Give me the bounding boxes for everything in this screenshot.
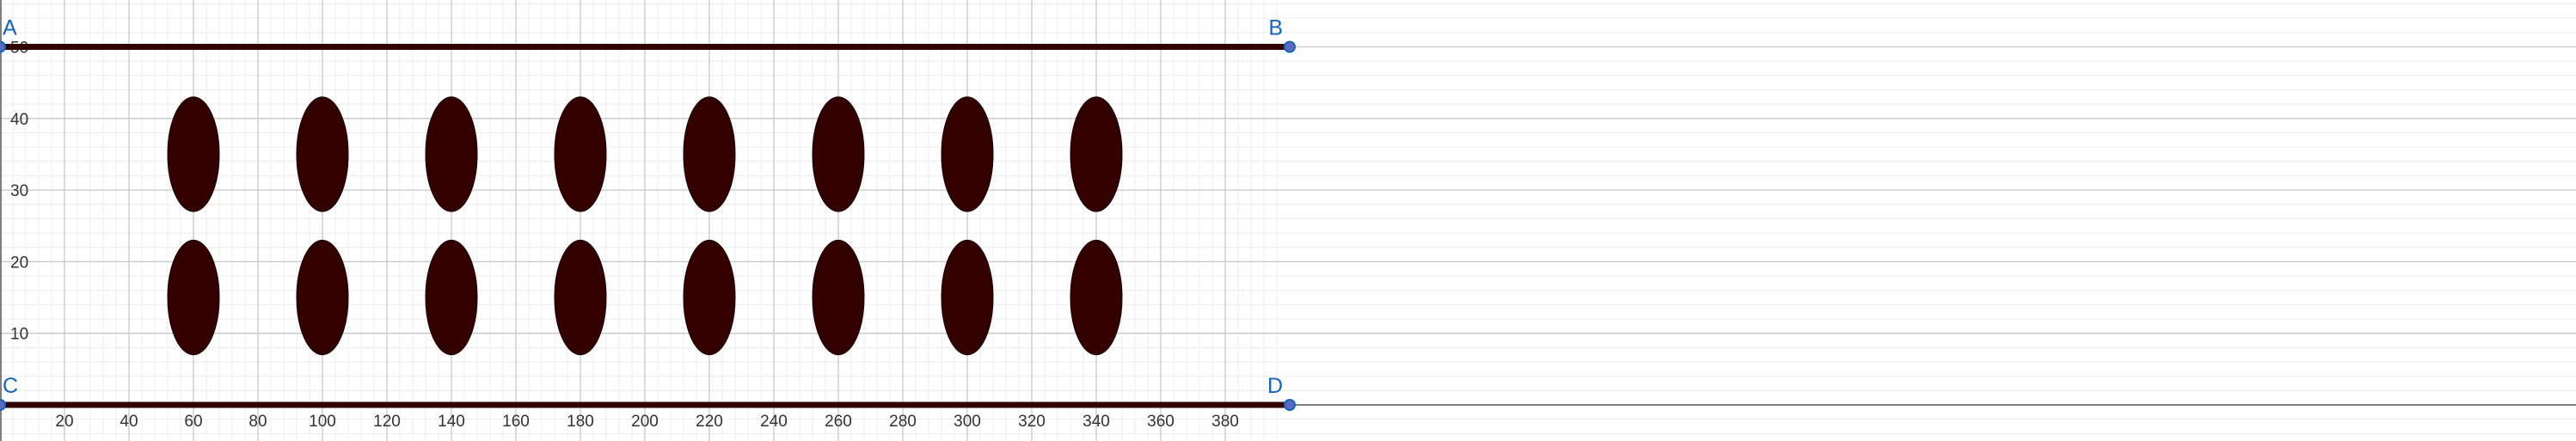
x-tick-label: 180 — [567, 413, 594, 431]
y-tick-label: 30 — [10, 182, 28, 200]
point-d[interactable] — [1284, 399, 1296, 411]
x-tick-label: 80 — [248, 413, 267, 431]
ellipse-shape — [812, 96, 865, 212]
point-label-b: B — [1268, 16, 1283, 40]
x-tick-label: 140 — [438, 413, 465, 431]
point-b[interactable] — [1284, 40, 1296, 53]
x-tick-label: 260 — [825, 413, 852, 431]
y-tick-label: 10 — [10, 326, 28, 344]
segments — [0, 44, 1290, 408]
ellipse-shape — [941, 96, 994, 212]
x-tick-label: 340 — [1083, 413, 1110, 431]
point-labels: A B C D — [3, 16, 1283, 399]
ellipse-shape — [812, 239, 865, 356]
point-label-c: C — [3, 374, 18, 398]
x-tick-label: 100 — [309, 413, 336, 431]
ellipse-shape — [1070, 96, 1123, 212]
x-tick-label: 240 — [760, 413, 788, 431]
ellipse-shape — [425, 96, 478, 212]
y-tick-label: 20 — [10, 254, 28, 272]
x-tick-label: 60 — [184, 413, 202, 431]
x-tick-label: 120 — [373, 413, 401, 431]
ellipse-shape — [167, 239, 220, 356]
points — [0, 40, 1296, 411]
x-tick-label: 200 — [631, 413, 659, 431]
point-label-d: D — [1267, 374, 1283, 398]
y-tick-label: 40 — [10, 111, 28, 129]
ellipse-shape — [941, 239, 994, 356]
x-tick-label: 380 — [1211, 413, 1239, 431]
ellipse-shape — [554, 239, 607, 356]
ellipse-shape — [296, 239, 349, 356]
tick-labels: 20 40 60 80 100 120 140 160 180 200 220 240 260 280 30… — [10, 40, 1239, 432]
ellipse-shape — [296, 96, 349, 212]
x-tick-label: 160 — [502, 413, 530, 431]
ellipse-shape — [683, 239, 736, 356]
ellipse-shape — [683, 96, 736, 212]
x-tick-label: 40 — [120, 413, 138, 431]
x-tick-label: 280 — [889, 413, 917, 431]
ellipse-shape — [1070, 239, 1123, 356]
x-tick-label: 360 — [1147, 413, 1175, 431]
x-tick-label: 20 — [55, 413, 73, 431]
ellipse-shape — [425, 239, 478, 356]
ellipses — [167, 96, 1123, 356]
point-label-a: A — [3, 16, 17, 40]
ellipse-shape — [554, 96, 607, 212]
ellipse-shape — [167, 96, 220, 212]
x-tick-label: 220 — [696, 413, 723, 431]
x-tick-label: 300 — [954, 413, 981, 431]
point-c[interactable] — [0, 399, 6, 411]
point-a[interactable] — [0, 40, 6, 53]
x-tick-label: 320 — [1018, 413, 1046, 431]
